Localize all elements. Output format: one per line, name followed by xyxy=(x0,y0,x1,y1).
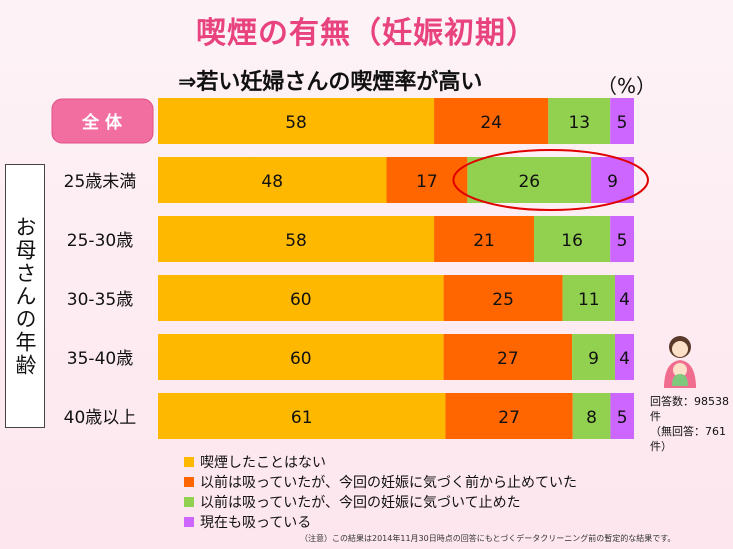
data-label: 24 xyxy=(480,113,502,133)
unit-label: （%） xyxy=(597,74,657,98)
data-label: 25 xyxy=(492,290,514,310)
legend-label: 喫煙したことはない xyxy=(200,455,326,471)
data-label: 60 xyxy=(290,349,312,369)
bar-segment xyxy=(610,393,634,439)
bar-segment xyxy=(467,157,592,203)
chart-title: 喫煙の有無（妊娠初期） xyxy=(196,16,537,51)
legend-swatch xyxy=(184,517,194,527)
age-axis-label: お母さんの年齢 xyxy=(13,215,37,377)
overall-label-badge xyxy=(51,98,154,144)
bar-segment xyxy=(614,275,634,321)
category-label: 全 体 xyxy=(81,112,123,133)
bar-segment xyxy=(614,334,634,380)
legend-item: 以前は吸っていたが、今回の妊娠に気づいて止めた xyxy=(184,492,577,512)
bar-segment xyxy=(434,98,549,144)
bar-segment xyxy=(534,216,611,262)
bar-segment xyxy=(572,393,611,439)
data-label: 16 xyxy=(561,231,583,251)
bar-segment xyxy=(562,275,615,321)
footnote: （注意）この結果は2014年11月30日時点の回答にもとづくデータクリーニング前… xyxy=(300,534,676,543)
bar-segment xyxy=(158,275,444,321)
bar-segment xyxy=(610,216,634,262)
legend-item: 喫煙したことはない xyxy=(184,452,577,472)
legend-swatch xyxy=(184,477,194,487)
bar-segment xyxy=(443,275,563,321)
mother-child-illustration xyxy=(650,330,710,394)
highlight-ellipse xyxy=(452,149,650,211)
respondents-unanswered: （無回答：761件） xyxy=(650,425,726,453)
legend-swatch xyxy=(184,497,194,507)
respondents-info: 回答数：98538件 （無回答：761件） xyxy=(650,394,733,454)
data-label: 9 xyxy=(607,172,618,192)
legend-label: 現在も吸っている xyxy=(200,515,312,531)
data-label: 13 xyxy=(568,113,590,133)
data-label: 5 xyxy=(617,113,628,133)
data-label: 27 xyxy=(497,349,519,369)
data-label: 17 xyxy=(416,172,438,192)
data-label: 21 xyxy=(473,231,495,251)
data-label: 58 xyxy=(285,113,307,133)
legend-label: 以前は吸っていたが、今回の妊娠に気づく前から止めていた xyxy=(200,475,578,491)
respondents-count: 回答数：98538件 xyxy=(650,395,729,423)
bar-segment xyxy=(591,157,634,203)
bar-segment xyxy=(548,98,611,144)
data-label: 60 xyxy=(290,290,312,310)
bar-segment xyxy=(158,157,387,203)
data-label: 27 xyxy=(498,408,520,428)
bar-segment xyxy=(443,334,573,380)
age-axis-box: お母さんの年齢 xyxy=(5,164,45,428)
legend-swatch xyxy=(184,457,194,467)
chart-subtitle: ⇒若い妊婦さんの喫煙率が高い xyxy=(178,70,483,95)
data-label: 4 xyxy=(619,349,630,369)
bar-segment xyxy=(610,98,634,144)
bar-segment xyxy=(158,334,444,380)
bar-segment xyxy=(445,393,573,439)
data-label: 4 xyxy=(619,290,630,310)
data-label: 11 xyxy=(578,290,600,310)
bar-segment xyxy=(158,393,446,439)
bar-segment xyxy=(572,334,615,380)
data-label: 61 xyxy=(291,408,313,428)
legend-item: 以前は吸っていたが、今回の妊娠に気づく前から止めていた xyxy=(184,472,577,492)
category-label: 30-35歳 xyxy=(67,290,133,310)
category-label: 35-40歳 xyxy=(67,349,133,369)
data-label: 9 xyxy=(588,349,599,369)
category-label: 40歳以上 xyxy=(64,408,137,428)
data-label: 58 xyxy=(285,231,307,251)
data-label: 5 xyxy=(617,231,628,251)
legend-item: 現在も吸っている xyxy=(184,512,577,532)
data-label: 48 xyxy=(261,172,283,192)
legend-label: 以前は吸っていたが、今回の妊娠に気づいて止めた xyxy=(200,495,521,511)
data-label: 26 xyxy=(518,172,540,192)
bar-segment xyxy=(434,216,535,262)
data-label: 8 xyxy=(586,408,597,428)
category-label: 25歳未満 xyxy=(64,172,137,192)
bar-segment xyxy=(158,98,435,144)
bar-segment xyxy=(158,216,435,262)
legend: 喫煙したことはない以前は吸っていたが、今回の妊娠に気づく前から止めていた 以前は吸… xyxy=(184,452,577,532)
data-label: 5 xyxy=(617,408,628,428)
category-label: 25-30歳 xyxy=(67,231,133,251)
